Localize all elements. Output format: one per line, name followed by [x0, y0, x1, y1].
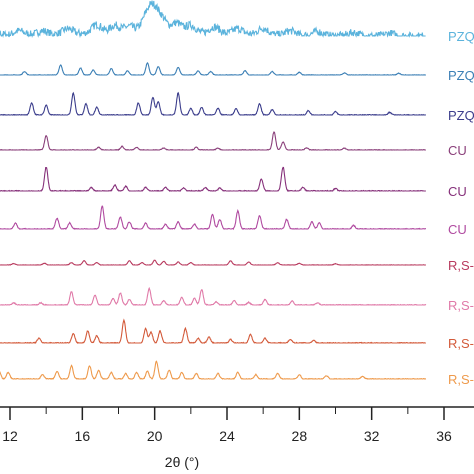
- x-tick-label: 24: [219, 428, 235, 444]
- series-labels: PZQ PZQ PZQ CU CU CU R,S- R,S- R,S- R,S-: [448, 29, 474, 387]
- series-trace: [0, 360, 427, 380]
- x-tick-label: 32: [364, 428, 380, 444]
- series-label: R,S-: [448, 372, 474, 387]
- series-label: PZQ: [448, 108, 474, 123]
- x-tick-label: 12: [2, 428, 18, 444]
- series-trace: [0, 286, 427, 306]
- x-tick-label: 16: [75, 428, 91, 444]
- x-tick-label: 36: [436, 428, 452, 444]
- series-trace: [0, 91, 426, 116]
- x-tick-label: 20: [147, 428, 163, 444]
- series-label: CU: [448, 222, 467, 237]
- series-trace: [0, 0, 426, 39]
- series-label: R,S-: [448, 298, 474, 313]
- series-label: CU: [448, 143, 467, 158]
- series-label: R,S-: [448, 258, 474, 273]
- series-trace: [0, 205, 427, 231]
- series-label: PZQ: [448, 29, 474, 44]
- series-trace: [0, 166, 426, 192]
- series-trace: [0, 131, 426, 151]
- series-trace: [0, 259, 426, 266]
- x-tick-label: 28: [292, 428, 308, 444]
- series-label: CU: [448, 184, 467, 199]
- series-trace: [0, 318, 426, 345]
- series-trace: [0, 62, 426, 76]
- series-label: R,S-: [448, 336, 474, 351]
- x-axis-ticks: 12 16 20 24 28 32 36: [2, 407, 452, 444]
- pattern-traces: [0, 0, 427, 380]
- series-label: PZQ: [448, 68, 474, 83]
- x-axis-title: 2θ (°): [165, 454, 199, 470]
